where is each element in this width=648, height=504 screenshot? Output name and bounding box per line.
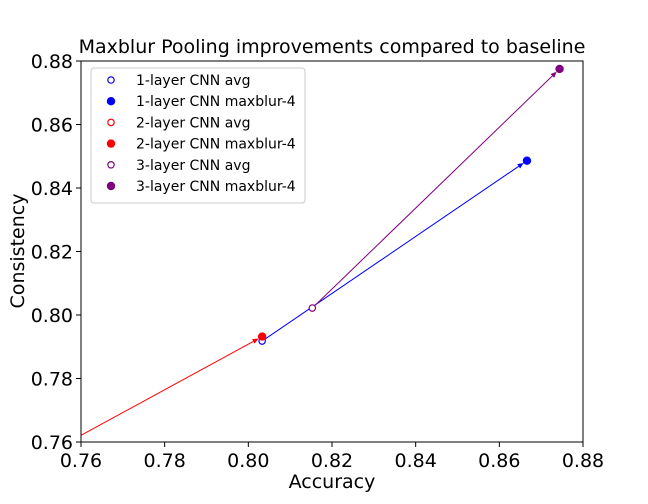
legend-box [90,67,306,204]
arrows-layer [81,71,557,436]
y-axis-ticks: 0.76 0.78 0.80 0.82 0.84 0.86 0.88 [31,51,81,454]
y-tick-label: 0.76 [31,432,73,454]
y-tick-label: 0.78 [31,369,73,391]
x-tick-label: 0.80 [227,450,269,472]
x-tick-label: 0.76 [60,450,102,472]
y-tick-label: 0.86 [31,115,73,137]
legend-marker [107,161,115,169]
legend: 1-layer CNN avg 1-layer CNN maxblur-4 2-la… [90,67,306,204]
x-axis-ticks: 0.76 0.78 0.80 0.82 0.84 0.86 0.88 [60,442,604,472]
y-axis-label: Consistency [7,194,29,309]
x-axis-label: Accuracy [289,471,376,493]
x-tick-label: 0.82 [311,450,353,472]
data-point [522,156,532,165]
data-point [73,435,79,441]
y-tick-label: 0.80 [31,305,73,327]
legend-label: 2-layer CNN maxblur-4 [136,137,296,153]
arrow-head [550,71,557,78]
chart-title: Maxblur Pooling improvements compared to… [79,36,586,58]
points-layer [73,64,564,441]
arrow-head [517,162,524,169]
y-tick-label: 0.84 [31,178,73,200]
x-tick-label: 0.78 [144,450,186,472]
legend-marker [107,76,115,84]
arrow-head [252,338,259,344]
y-tick-label: 0.88 [31,51,73,73]
x-tick-label: 0.88 [562,450,604,472]
legend-label: 3-layer CNN avg [136,158,250,174]
data-point [308,304,317,312]
legend-marker [106,181,116,191]
data-point [555,64,564,74]
legend-marker [106,96,116,106]
legend-label: 1-layer CNN maxblur-4 [136,94,296,110]
arrow-line [81,340,254,436]
arrow-line [261,165,519,342]
legend-label: 2-layer CNN avg [136,115,250,131]
x-tick-label: 0.86 [478,450,520,472]
legend-marker [107,118,115,127]
data-point [257,332,267,341]
x-tick-label: 0.84 [395,450,437,472]
arrow-line [311,75,553,309]
legend-label: 3-layer CNN maxblur-4 [136,179,296,195]
legend-marker [106,139,116,148]
y-tick-label: 0.82 [31,242,73,264]
legend-label: 1-layer CNN avg [136,73,250,89]
